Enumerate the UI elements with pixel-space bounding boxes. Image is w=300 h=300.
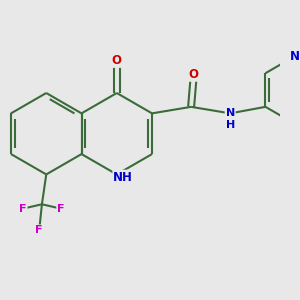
Text: O: O [189, 68, 199, 81]
Text: F: F [35, 225, 43, 235]
Text: N
H: N H [226, 108, 235, 130]
Text: F: F [57, 204, 65, 214]
Text: O: O [112, 54, 122, 67]
Text: N: N [290, 50, 300, 63]
Text: F: F [19, 204, 27, 214]
Text: NH: NH [113, 171, 133, 184]
